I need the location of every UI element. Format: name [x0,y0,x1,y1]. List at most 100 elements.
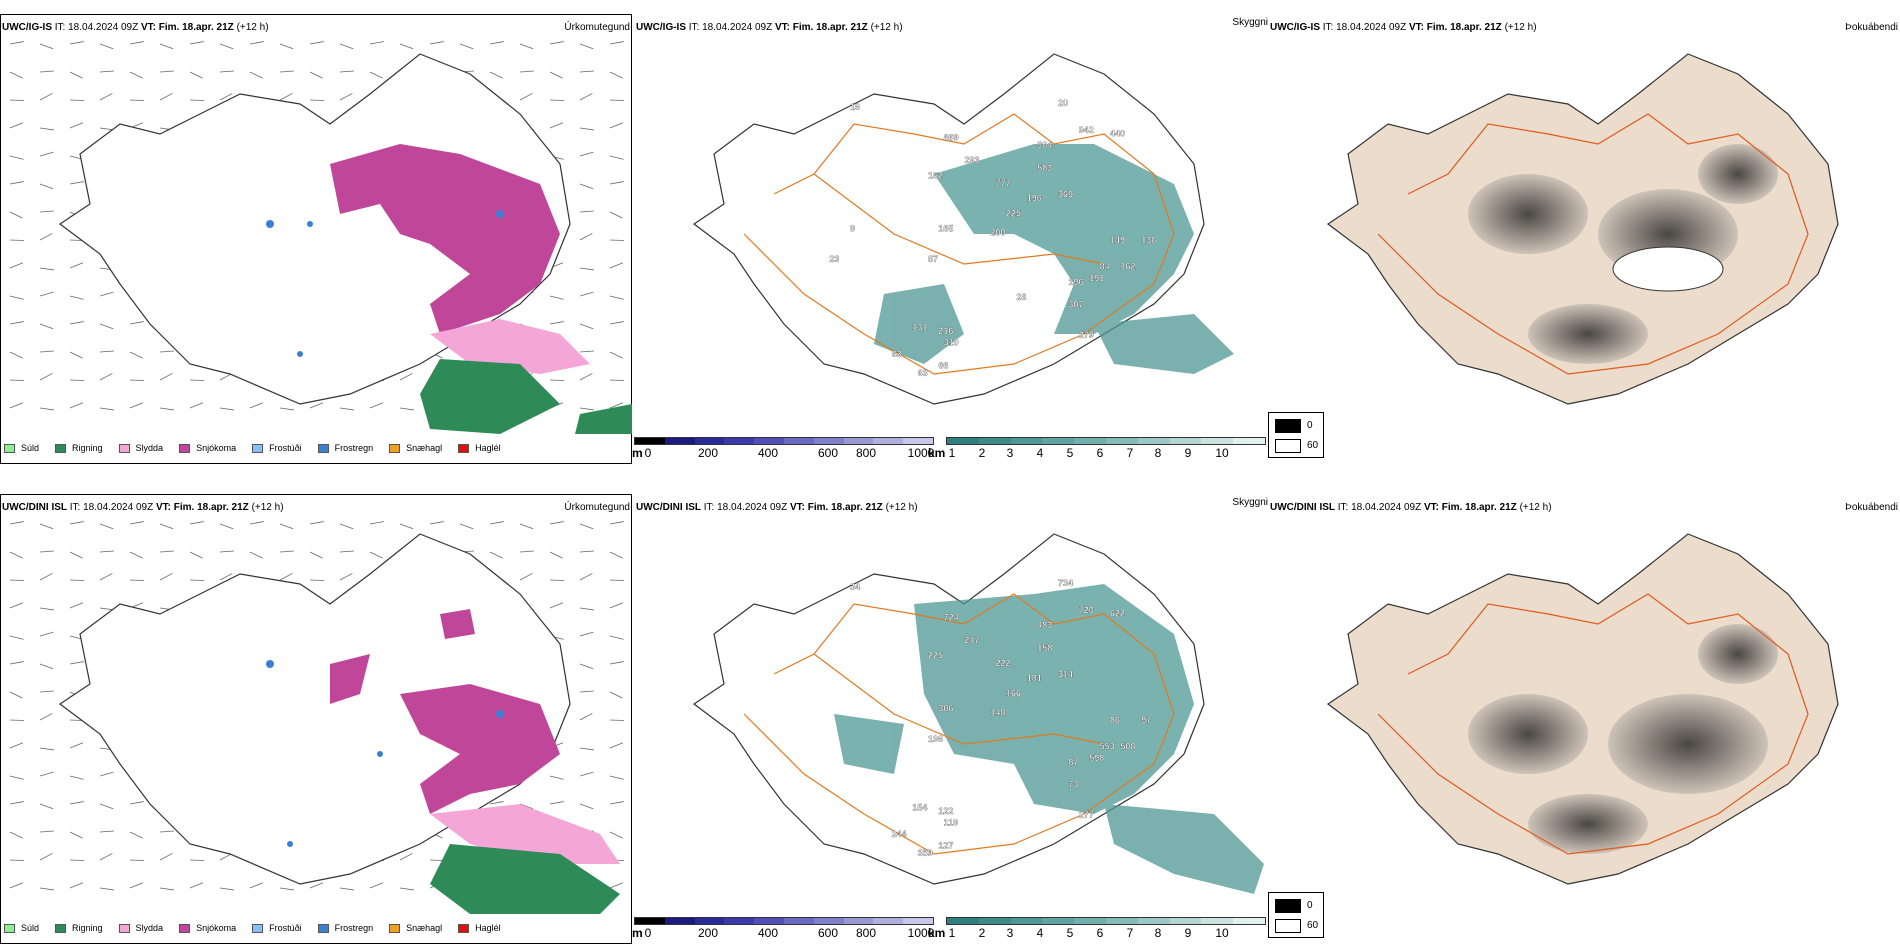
tick-label: 1 [948,446,956,460]
it-label: IT: [54,22,66,33]
legend-item: Snjókoma [179,923,236,933]
fog-index-map [1326,533,1839,885]
wind-barb [519,803,534,810]
legend-label: Frostúði [269,923,302,933]
legend-label: Frostúði [269,443,302,453]
wind-barb [399,523,414,530]
visibility-value-label: 508 [1120,742,1135,752]
panel-header: UWC/IG-IS IT: 18.04.2024 09Z VT: Fim. 18… [1270,22,1537,33]
precip-type-panel: UWC/IG-IS IT: 18.04.2024 09Z VT: Fim. 18… [0,0,634,470]
precip-type-map [9,521,625,914]
wind-barb [219,43,234,50]
vt-label: VT: [1408,22,1424,33]
wind-barb [339,93,353,101]
wind-barb [99,407,114,411]
visibility-value-label: 244 [892,829,907,839]
wind-barb [369,402,384,409]
wind-barb [69,801,84,805]
panel-title: Skyggni [1232,17,1268,28]
visibility-value-label: 583 [1037,163,1052,173]
tick-label: 600 [817,926,839,940]
wind-barb [489,71,503,79]
visibility-value-label: 942 [1079,125,1094,135]
wind-barb [99,373,113,381]
fog-legend-label: 60 [1307,440,1319,451]
wind-barb [339,523,354,530]
wind-barb [129,351,143,359]
wind-barb [69,351,83,359]
wind-barb [69,181,84,185]
wind-barb [219,407,234,411]
wind-barb [9,122,24,129]
legend-swatch [458,443,470,453]
rain-areas [430,844,620,914]
visibility-value-label: 196 [1068,277,1083,287]
wind-barb [549,122,564,129]
model-name: UWC/IG-IS [636,22,686,33]
visibility-value-label: 777 [996,178,1011,188]
vt-label: VT: [155,502,171,513]
legend-label: Frostregn [334,443,374,453]
tick-label: 10 [1215,446,1229,460]
visibility-value-label: 314 [1058,669,1073,679]
visibility-value-label: 724 [944,612,959,622]
wind-barb [129,521,144,525]
wind-barb [39,607,54,611]
wind-barb [99,523,114,530]
wind-barb [219,887,234,891]
legend-label: Rigning [72,443,103,453]
legend-swatch [4,443,15,453]
wind-barb [129,321,144,325]
wind-barb [369,882,384,889]
wind-barb [9,41,24,45]
wind-barb [579,663,594,670]
wind-barb [69,262,84,269]
vt-label: VT: [1423,502,1439,513]
wind-barb [39,523,54,530]
wind-barb [9,635,24,640]
fog-legend-swatch [1275,899,1301,913]
wind-barb [9,831,23,839]
wind-barb [189,41,204,45]
model-name: UWC/DINI ISL [636,502,701,513]
fog-shading [1468,624,1778,854]
visibility-value-label: 158 [1037,643,1052,653]
wind-barb [609,521,624,525]
wind-barb [69,661,84,665]
wind-barb [609,742,624,749]
visibility-value-label: 181 [1027,673,1042,683]
wind-barb [579,523,594,530]
lead-time: (+12 h) [1504,22,1537,33]
visibility-value-label: 162 [928,170,943,180]
legend-item: Frostregn [317,443,374,453]
tick-label: 8 [1154,926,1162,940]
wind-barb [339,550,354,553]
precip-type-map [9,41,632,434]
panel-title: Úrkomutegund [564,22,630,33]
wind-barb [609,211,623,219]
wind-barb [519,550,534,553]
visibility-value-label: 20 [1058,98,1068,108]
fog-legend: 0 60 [1268,412,1324,458]
tick-label: 2 [978,446,986,460]
wind-barb [39,407,54,411]
wind-barb [549,521,564,525]
wind-barb [249,521,264,525]
visibility-scale-bar [946,437,1266,445]
legend-label: Haglél [475,443,501,453]
wind-barb [519,70,534,73]
legend-swatch [179,923,191,933]
iceland-coastline [1326,533,1839,885]
init-time: 18.04.2024 09Z [702,22,773,33]
height-unit: m [632,926,643,940]
tick-label: 3 [1006,926,1014,940]
legend-label: Snjókoma [196,923,237,933]
wind-barb [519,43,534,50]
visibility-map: 16 869 293 162 777 304 942 440 20 583 369 196 225 165… [692,53,1234,405]
wind-barb [399,373,413,381]
visibility-value-label: 720 [1079,605,1094,615]
legend-swatch [252,923,264,933]
wind-barb [39,233,53,241]
wind-barb [609,295,624,300]
wind-barb [39,151,54,157]
